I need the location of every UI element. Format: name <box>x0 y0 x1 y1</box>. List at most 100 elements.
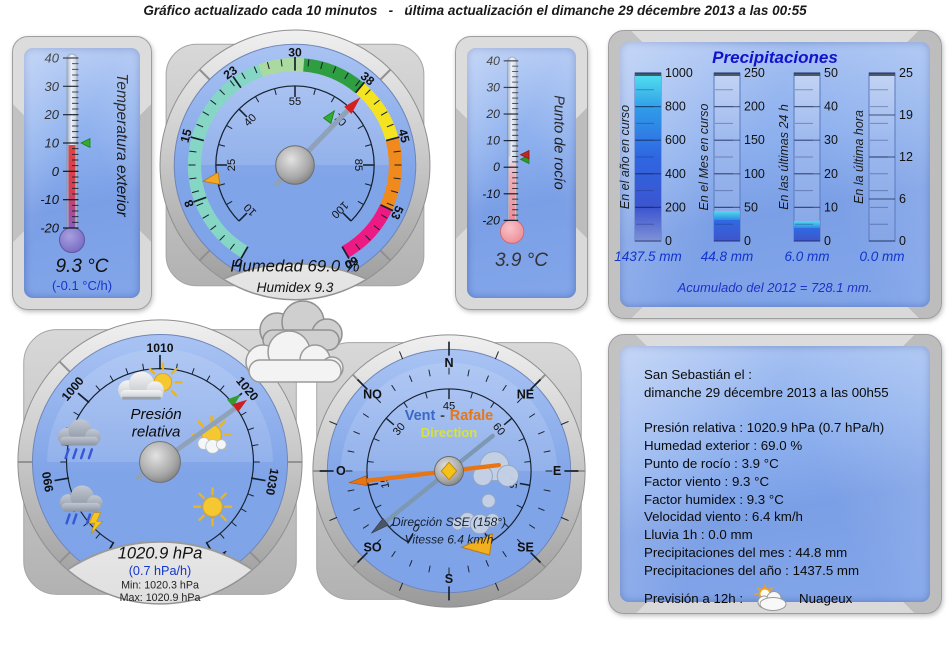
bar-tick-labels: 25 19 12 6 0 <box>899 66 913 248</box>
humidity-needle-tip <box>344 97 361 114</box>
dewpoint-thermometer: 40 30 20 10 0 -10 -20 Punto de rocío <box>482 54 566 244</box>
summary-panel-face: San Sebastián el : dimanche 29 décembre … <box>620 346 930 611</box>
tick-label: 1010 <box>146 341 173 355</box>
tick-label: 100 <box>744 167 765 181</box>
rain-cloud-icon <box>57 419 101 460</box>
summary-line: Punto de rocío : 3.9 °C <box>644 455 779 471</box>
gauge-label-segment <box>161 262 429 299</box>
compass-labels: N NE E SE S SO O NO <box>336 356 561 586</box>
summary-line: dimanche 29 décembre 2013 a las 00h55 <box>644 384 889 400</box>
tick-label: SO <box>363 540 381 554</box>
summary-line: Factor humidex : 9.3 °C <box>644 491 784 507</box>
summary-line: Velocidad viento : 6.4 km/h <box>644 509 803 525</box>
tick-label: 50 <box>744 200 758 214</box>
humidity-value: Humedad 69.0 % <box>230 257 359 276</box>
tick-label: N <box>444 356 453 370</box>
humidex-value: Humidex 9.3 <box>257 280 334 295</box>
bar-cap <box>635 73 661 76</box>
forecast-label: Previsión a 12h : <box>644 590 744 606</box>
wind-direction-arrow-icon <box>460 532 494 556</box>
compass-inner-ticks <box>345 367 553 575</box>
tick-label: 0 <box>52 164 60 179</box>
tick-label: 12 <box>899 150 913 164</box>
humidex-marker-icon <box>201 171 221 185</box>
tick-label: 50 <box>824 66 838 80</box>
bar-ticks <box>635 72 661 242</box>
legend-direction: Direction <box>421 425 477 440</box>
tick-label: 6 <box>899 192 906 206</box>
needle-hub <box>275 145 315 185</box>
tick-label: 40 <box>824 100 838 114</box>
pressure-max: Max: 1020.9 hPa <box>120 592 201 604</box>
dewpoint-panel-face: 40 30 20 10 0 -10 -20 Punto de rocío 3.9 °C <box>467 48 576 298</box>
tick-label: 55 <box>289 96 301 108</box>
temperature-value: 9.3 °C <box>55 256 109 277</box>
pressure-min-marker-icon <box>226 394 241 407</box>
needle-hub <box>139 441 181 483</box>
tick-label: NO <box>363 388 382 402</box>
tick-label: 10 <box>824 200 838 214</box>
bar-tick-labels: 1000 800 600 400 200 0 <box>665 66 693 248</box>
dewpoint-marker-red-icon <box>519 149 530 160</box>
tick-label: NE <box>517 388 534 402</box>
tick-label: 0 <box>665 234 672 248</box>
compass-ticks <box>319 341 579 601</box>
tick-label: 400 <box>665 167 686 181</box>
tick-label: 20 <box>485 107 500 121</box>
tick-label: 45 <box>395 127 412 144</box>
bar-ticks <box>794 72 820 242</box>
pressure-label-line1: Presión <box>131 406 182 423</box>
tick-label: 20 <box>44 107 60 122</box>
tick-label: 30 <box>824 133 838 147</box>
bar-cap <box>714 73 740 76</box>
bar-label: En el año en curso <box>618 105 632 209</box>
speed-scale-ticks <box>367 388 531 543</box>
tick-label: 200 <box>744 100 765 114</box>
precip-bar-year: 1000 800 600 400 200 0 En el año en curso 143… <box>614 66 693 264</box>
tick-label: O <box>336 464 346 478</box>
pressure-min: Min: 1020.3 hPa <box>121 580 199 592</box>
pressure-label-line2: relativa <box>132 424 181 441</box>
forecast-row: Previsión a 12h : Nuageux <box>644 583 920 612</box>
tick-label: 0 <box>411 520 422 533</box>
tick-label: 30 <box>45 79 60 94</box>
tick-label: 1000 <box>665 66 693 80</box>
precipitation-title: Precipitaciones <box>712 48 838 67</box>
legend-rafale: Rafale <box>450 408 493 424</box>
bar-cap <box>794 73 820 76</box>
temperature-panel: 40 30 20 10 0 -10 -20 Temperatura exterior 9.3… <box>12 36 152 310</box>
bar-value: 6.0 mm <box>784 249 829 264</box>
gauge-label-segment <box>18 540 302 604</box>
tick-label: 40 <box>45 51 60 66</box>
pressure-value: 1020.9 hPa <box>118 543 203 562</box>
tick-label: 150 <box>744 133 765 147</box>
summary-line: San Sebastián el : <box>644 367 752 382</box>
legend-vent: Vent <box>405 408 436 424</box>
tick-label: 85 <box>352 159 364 171</box>
summary-content: San Sebastián el : dimanche 29 décembre … <box>644 366 920 612</box>
tick-label: 0 <box>744 234 751 248</box>
bar-fill <box>794 228 820 241</box>
wind-speed-needle-tip <box>371 517 389 534</box>
pressure-needle-tip <box>232 399 248 413</box>
temperature-panel-face: 40 30 20 10 0 -10 -20 Temperatura exterior 9.3… <box>24 48 140 298</box>
tick-label: -10 <box>40 192 60 207</box>
temperature-tick-labels: 40 30 20 10 0 -10 -20 <box>40 51 60 236</box>
bar-value: 44.8 mm <box>701 249 754 264</box>
tick-label: 1030 <box>263 467 282 496</box>
temperature-marker-icon <box>80 137 91 149</box>
summary-line: Humedad exterior : 69.0 % <box>644 438 803 454</box>
temperature-thermometer: 40 30 20 10 0 -10 -20 Temperatura exterior <box>40 51 130 253</box>
legend-dash: - <box>440 408 445 424</box>
summary-line <box>644 402 920 420</box>
tick-label: 10 <box>45 136 60 151</box>
tick-label: 19 <box>899 108 913 122</box>
dewpoint-tick-labels: 40 30 20 10 0 -10 -20 <box>482 54 500 228</box>
bar-label: En el Mes en curso <box>697 103 711 210</box>
summary-line: Precipitaciones del mes : 44.8 mm <box>644 544 848 560</box>
wind-speed-text: Vitesse 6.4 km/h <box>405 532 494 546</box>
hub-diamond-icon <box>440 461 458 481</box>
